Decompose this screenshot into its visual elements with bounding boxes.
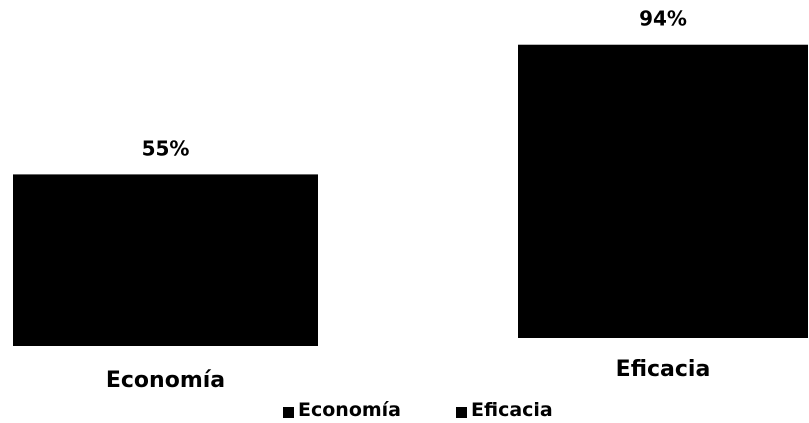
bar-economia xyxy=(13,174,318,346)
data-label-eficacia: 94% xyxy=(639,7,687,31)
category-label-economia: Economía xyxy=(106,368,225,393)
legend-label-economia: Economía xyxy=(298,399,402,421)
legend-label-eficacia: Eficacia xyxy=(471,399,553,421)
legend-item-economia: Economía xyxy=(283,399,401,421)
legend-item-eficacia: Eficacia xyxy=(456,399,553,421)
category-label-eficacia: Eficacia xyxy=(616,357,711,382)
legend: Economía Eficacia xyxy=(283,399,608,421)
legend-swatch-economia xyxy=(283,406,294,418)
data-label-economia: 55% xyxy=(142,136,190,160)
legend-swatch-eficacia xyxy=(456,406,468,418)
bar-eficacia xyxy=(518,44,808,338)
